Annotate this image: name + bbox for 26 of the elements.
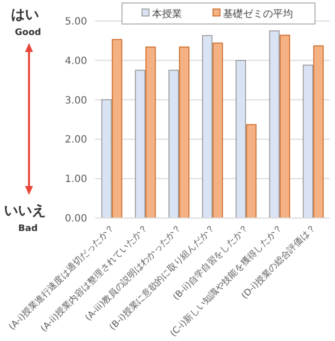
bar [179,46,190,218]
bar [302,64,314,218]
y-tick-label: 2.00 [64,134,88,146]
bar [313,45,324,218]
bar [202,35,212,218]
bar [134,70,146,218]
bar [280,34,290,218]
text: Bad [18,224,38,234]
legend-label: 本授業 [152,8,182,20]
bar [145,46,156,218]
text: Good [14,28,42,38]
text: いいえ [4,203,46,219]
bar [212,42,223,218]
bar [246,124,256,218]
bar [236,60,246,218]
bar [112,39,122,218]
y-tick-label: 0.00 [64,214,88,224]
y-tick-label: 3.00 [64,95,88,106]
text: はい [11,7,39,23]
legend-label: 基礎ゼミの平均 [223,8,293,20]
y-tick-label: 1.00 [64,174,88,186]
y-tick-label: 4.00 [64,56,88,67]
bar [101,99,112,218]
bar [168,70,179,218]
bar [269,30,280,218]
y-tick-label: 5.00 [64,16,88,28]
